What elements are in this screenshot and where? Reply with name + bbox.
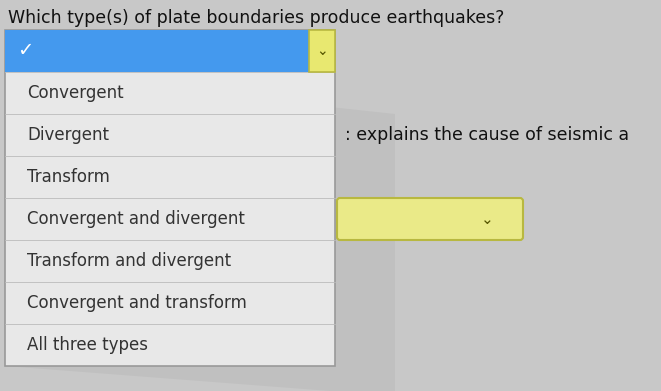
FancyBboxPatch shape bbox=[337, 198, 523, 240]
Text: : explains the cause of seismic a: : explains the cause of seismic a bbox=[345, 126, 629, 144]
FancyBboxPatch shape bbox=[5, 30, 309, 72]
Text: All three types: All three types bbox=[27, 336, 148, 354]
FancyBboxPatch shape bbox=[309, 30, 335, 72]
Text: Convergent: Convergent bbox=[27, 84, 124, 102]
Text: Convergent and transform: Convergent and transform bbox=[27, 294, 247, 312]
Text: ⌄: ⌄ bbox=[481, 212, 494, 226]
Text: Convergent and divergent: Convergent and divergent bbox=[27, 210, 245, 228]
FancyBboxPatch shape bbox=[5, 30, 335, 366]
Text: ✓: ✓ bbox=[17, 41, 33, 61]
Text: ⌄: ⌄ bbox=[316, 44, 328, 58]
Text: Divergent: Divergent bbox=[27, 126, 109, 144]
Text: Transform: Transform bbox=[27, 168, 110, 186]
Text: Which type(s) of plate boundaries produce earthquakes?: Which type(s) of plate boundaries produc… bbox=[8, 9, 504, 27]
Polygon shape bbox=[5, 72, 395, 391]
Text: Transform and divergent: Transform and divergent bbox=[27, 252, 231, 270]
